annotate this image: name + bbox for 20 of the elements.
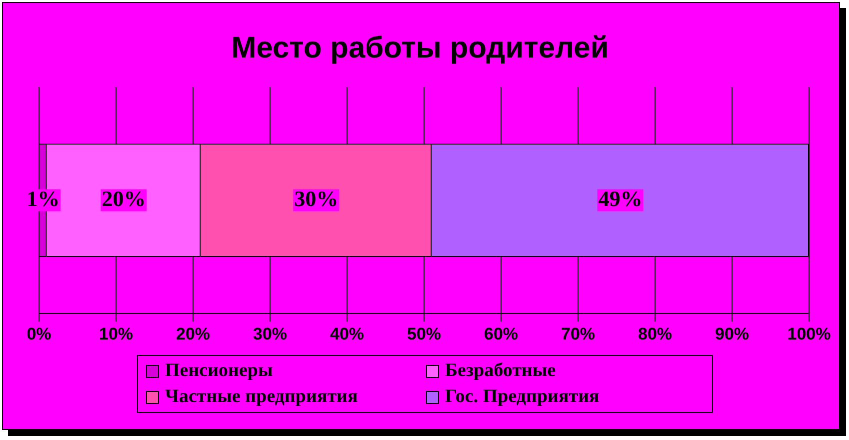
legend-label: Безработные: [445, 360, 556, 382]
x-tick-label: 10%: [98, 324, 134, 344]
x-tick-label: 0%: [26, 324, 52, 344]
chart-title: Место работы родителей: [231, 31, 609, 64]
data-label: 20%: [102, 186, 146, 211]
data-label: 1%: [26, 186, 60, 211]
x-tick-label: 70%: [560, 324, 596, 344]
x-tick-label: 20%: [176, 324, 210, 344]
x-tick-label: 60%: [484, 324, 518, 344]
x-tick-label: 30%: [252, 324, 288, 344]
legend-label: Пенсионеры: [165, 360, 273, 382]
x-tick-label: 100%: [787, 324, 831, 344]
x-tick-label: 40%: [330, 324, 364, 344]
legend-label: Гос. Предприятия: [445, 386, 600, 408]
x-tick-label: 90%: [714, 324, 750, 344]
x-tick-label: 50%: [406, 324, 442, 344]
data-label: 49%: [598, 186, 642, 211]
x-tick-label: 80%: [638, 324, 672, 344]
legend-label: Частные предприятия: [165, 386, 358, 408]
data-label: 30%: [294, 186, 338, 211]
